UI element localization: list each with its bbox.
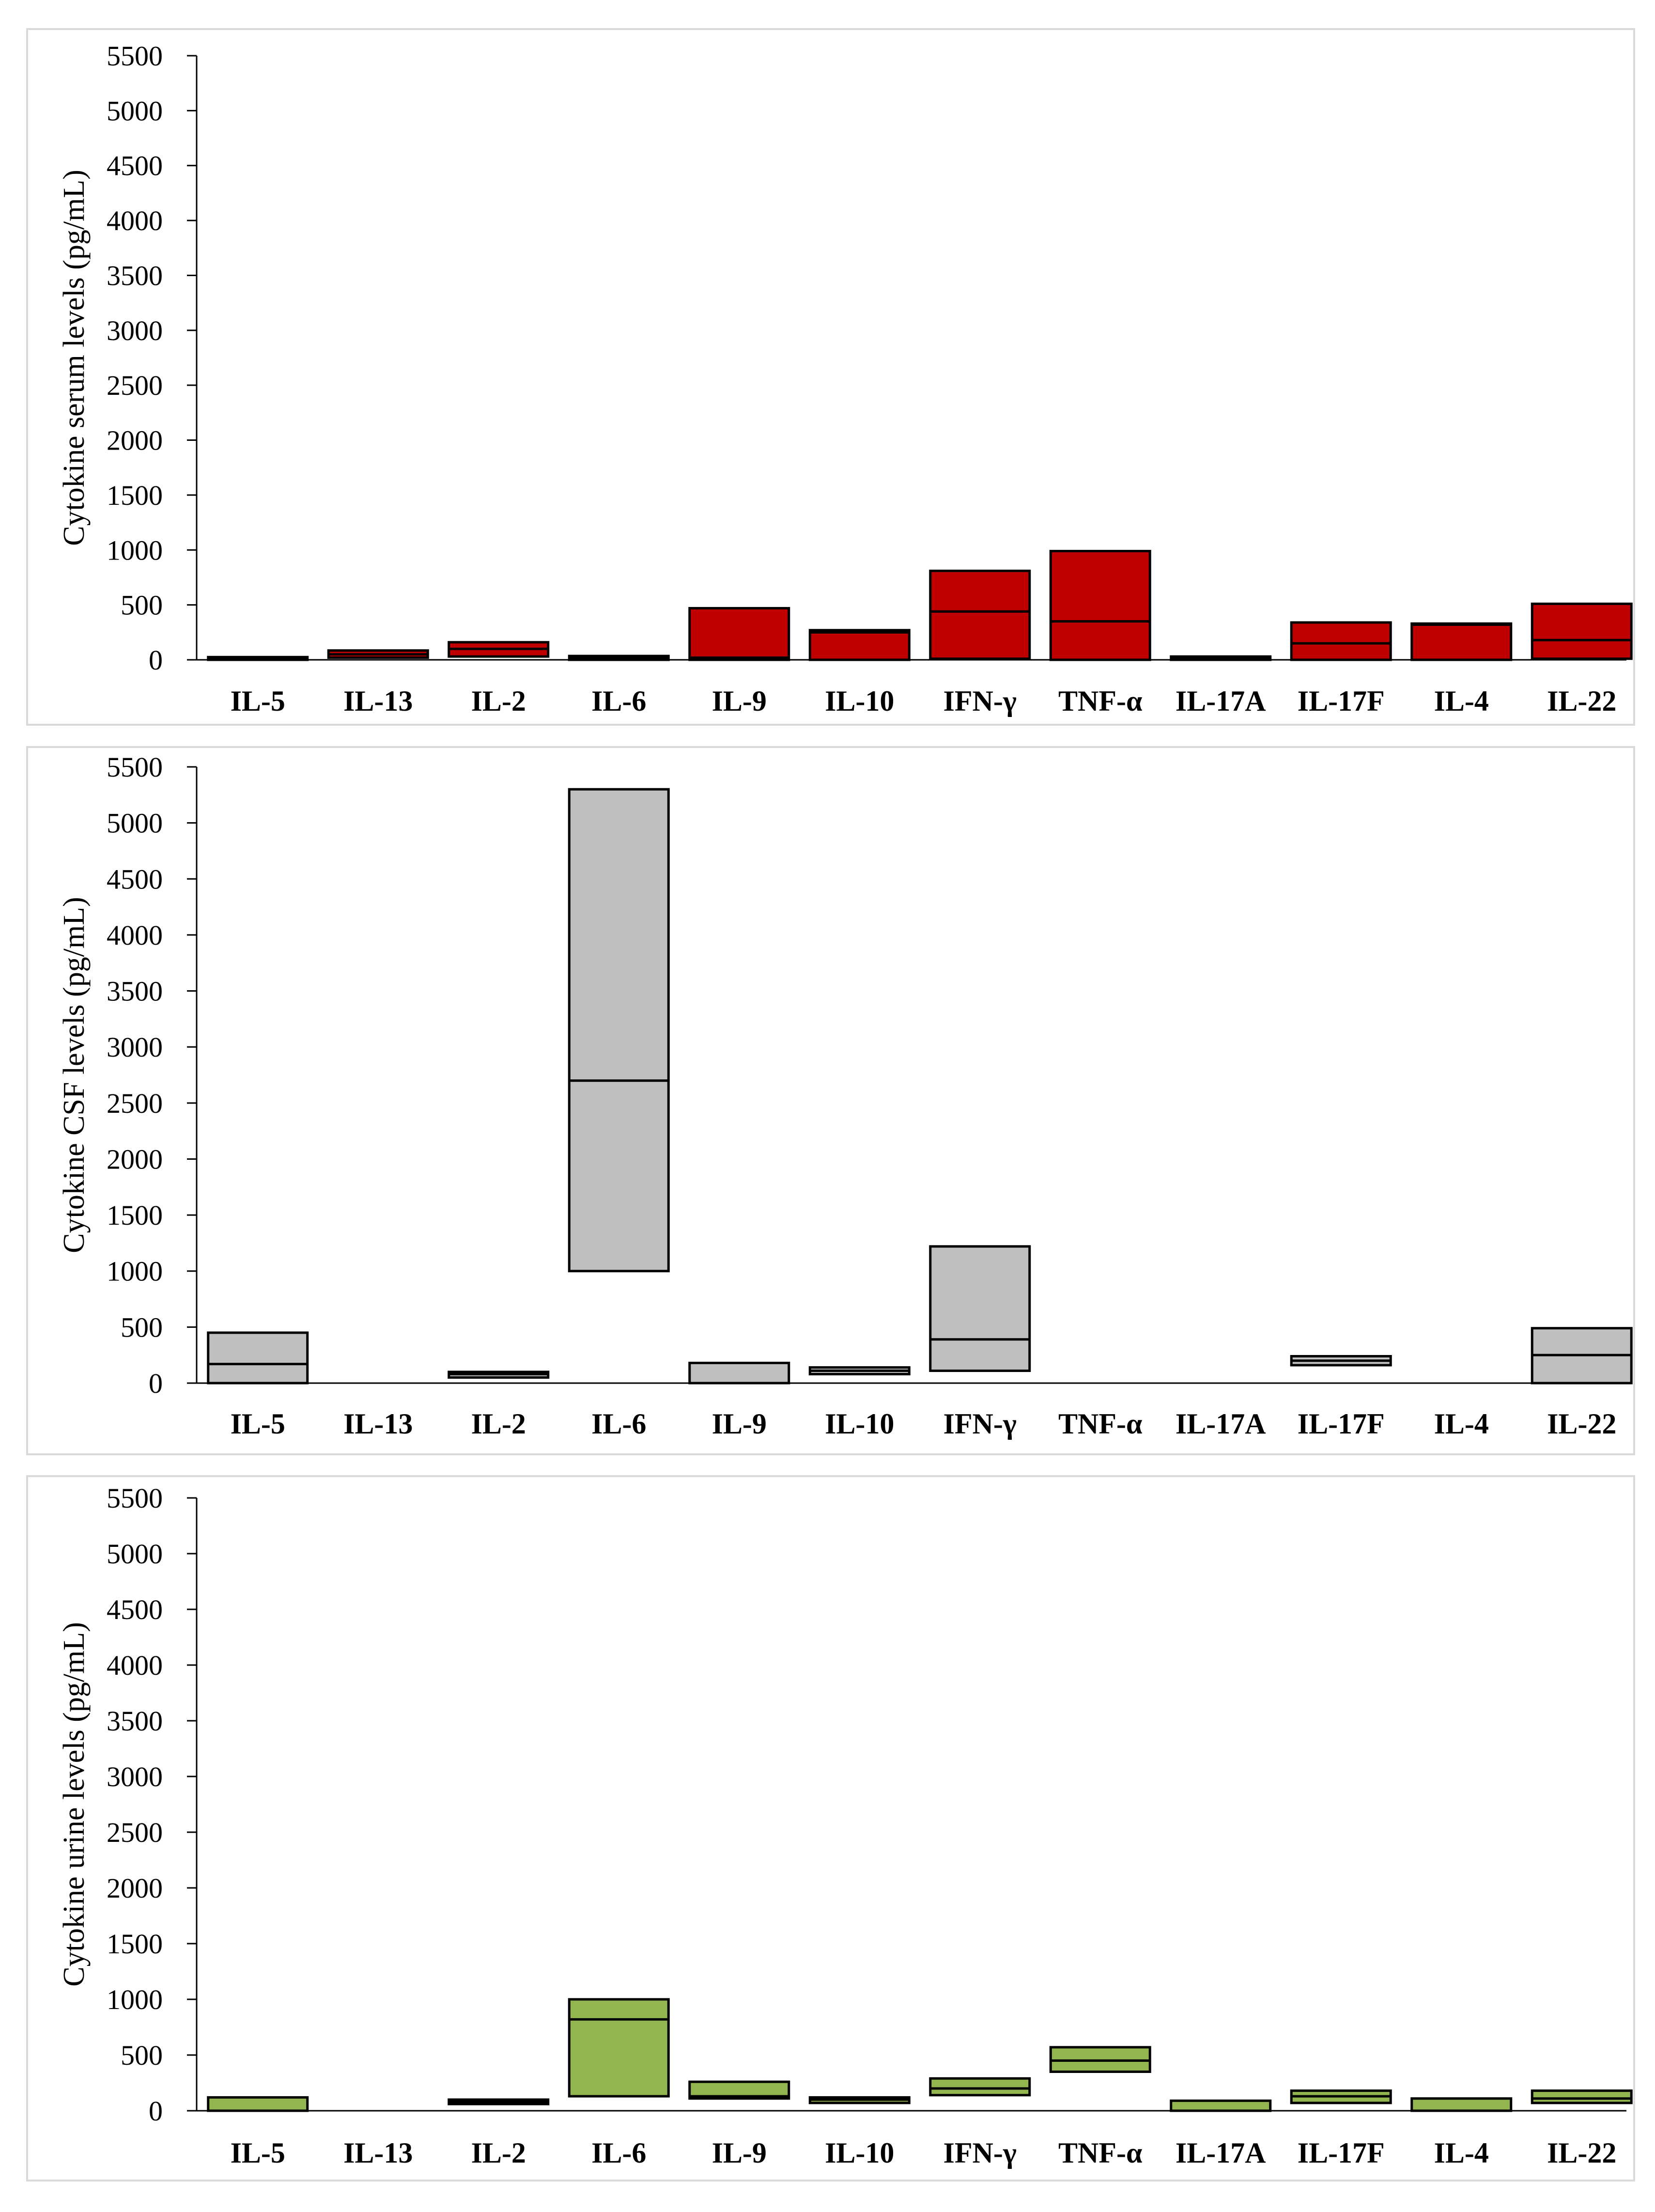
csf-y-tick-label: 5500	[107, 751, 163, 783]
urine-category-label-il-9: IL-9	[712, 2137, 767, 2169]
serum-y-tick-label: 2000	[107, 425, 163, 456]
urine-category-label-tnf-alpha: TNF-α	[1058, 2137, 1142, 2169]
csf-y-tick-label: 4000	[107, 919, 163, 951]
serum-y-tick-label: 4500	[107, 150, 163, 182]
csf-category-label-ifn-gamma: IFN-γ	[944, 1408, 1017, 1440]
serum-box-ifn-gamma	[929, 569, 1031, 660]
serum-category-label-ifn-gamma: IFN-γ	[944, 685, 1017, 717]
csf-box-ifn-gamma	[929, 1245, 1031, 1372]
urine-category-label-il-17a: IL-17A	[1176, 2137, 1266, 2169]
csf-chart-panel: 0 500 1000 1500 2000 2500 3000 3500 4000 4500 5000…	[26, 746, 1635, 1455]
csf-y-tick-label: 3500	[107, 976, 163, 1007]
serum-category-label-il-17f: IL-17F	[1298, 685, 1385, 717]
serum-box-il-4	[1410, 622, 1513, 661]
csf-y-tick-label: 5000	[107, 808, 163, 839]
urine-y-tick-label: 3000	[107, 1761, 163, 1792]
serum-category-label-il-9: IL-9	[712, 685, 767, 717]
serum-category-label-il-17a: IL-17A	[1176, 685, 1266, 717]
urine-y-tick-label: 1500	[107, 1928, 163, 1960]
urine-y-tick-label: 0	[149, 2095, 163, 2127]
csf-y-axis-title: Cytokine CSF levels (pg/mL)	[58, 897, 91, 1253]
csf-y-tick-label: 2000	[107, 1143, 163, 1175]
serum-box-il-9	[688, 607, 790, 661]
serum-category-label-il-2: IL-2	[471, 685, 526, 717]
serum-chart: 0 500 1000 1500 2000 2500 3000 3500 4000 4500 5000…	[58, 40, 1633, 717]
urine-box-il-22	[1531, 2089, 1633, 2104]
serum-y-tick-label: 3000	[107, 315, 163, 346]
serum-box-il-22	[1531, 602, 1633, 660]
urine-y-tick-label: 500	[121, 2040, 163, 2071]
urine-box-il-6	[568, 1998, 670, 2098]
urine-category-label-il-2: IL-2	[471, 2137, 526, 2169]
csf-y-tick-label: 500	[121, 1311, 163, 1343]
serum-y-tick-label: 2500	[107, 370, 163, 401]
urine-box-ifn-gamma	[929, 2077, 1031, 2097]
csf-y-tick-label: 0	[149, 1368, 163, 1399]
serum-category-label-il-4: IL-4	[1434, 685, 1489, 717]
urine-category-label-il-10: IL-10	[825, 2137, 894, 2169]
csf-category-label-il-5: IL-5	[231, 1408, 285, 1440]
urine-y-tick-label: 2500	[107, 1817, 163, 1848]
urine-y-axis-title: Cytokine urine levels (pg/mL)	[58, 1622, 91, 1986]
csf-category-label-il-10: IL-10	[825, 1408, 894, 1440]
urine-box-il-5	[207, 2096, 309, 2112]
serum-category-label-il-13: IL-13	[343, 685, 413, 717]
csf-category-label-il-4: IL-4	[1434, 1408, 1489, 1440]
serum-box-il-10	[808, 629, 911, 661]
csf-category-label-il-17a: IL-17A	[1176, 1408, 1266, 1440]
urine-y-tick-label: 5500	[107, 1482, 163, 1514]
urine-y-tick-label: 5000	[107, 1538, 163, 1570]
csf-box-il-5	[207, 1331, 309, 1385]
csf-y-tick-label: 2500	[107, 1088, 163, 1119]
serum-y-tick-label: 5500	[107, 40, 163, 72]
csf-y-tick-label: 1500	[107, 1199, 163, 1231]
serum-chart-panel: 0 500 1000 1500 2000 2500 3000 3500 4000 4500 5000…	[26, 28, 1635, 726]
urine-category-label-ifn-gamma: IFN-γ	[944, 2137, 1017, 2169]
csf-chart: 0 500 1000 1500 2000 2500 3000 3500 4000 4500 5000…	[58, 751, 1633, 1440]
csf-category-label-il-13: IL-13	[343, 1408, 413, 1440]
urine-category-label-il-22: IL-22	[1547, 2137, 1616, 2169]
urine-box-il-17a	[1170, 2099, 1272, 2112]
serum-y-tick-label: 0	[149, 644, 163, 676]
serum-category-label-il-6: IL-6	[591, 685, 646, 717]
serum-category-label-tnf-alpha: TNF-α	[1058, 685, 1142, 717]
urine-category-label-il-13: IL-13	[343, 2137, 413, 2169]
serum-y-tick-label: 1000	[107, 534, 163, 566]
csf-y-tick-label: 4500	[107, 863, 163, 895]
csf-y-tick-label: 1000	[107, 1256, 163, 1287]
serum-y-tick-label: 4000	[107, 205, 163, 236]
urine-y-tick-label: 1000	[107, 1984, 163, 2015]
urine-y-tick-label: 4500	[107, 1594, 163, 1625]
urine-chart-panel: 0 500 1000 1500 2000 2500 3000 3500 4000 4500 5000…	[26, 1475, 1635, 2181]
serum-y-axis-title: Cytokine serum levels (pg/mL)	[58, 170, 91, 546]
csf-category-label-il-9: IL-9	[712, 1408, 767, 1440]
csf-box-il-6	[568, 788, 670, 1273]
serum-y-tick-label: 500	[121, 590, 163, 621]
urine-y-tick-label: 2000	[107, 1872, 163, 1904]
csf-category-label-il-17f: IL-17F	[1298, 1408, 1385, 1440]
csf-y-tick-label: 3000	[107, 1031, 163, 1063]
urine-y-tick-label: 3500	[107, 1705, 163, 1737]
csf-box-il-9	[688, 1361, 790, 1385]
serum-category-label-il-5: IL-5	[231, 685, 285, 717]
urine-y-tick-label: 4000	[107, 1650, 163, 1681]
serum-y-tick-label: 1500	[107, 480, 163, 511]
csf-category-label-il-6: IL-6	[591, 1408, 646, 1440]
urine-category-label-il-6: IL-6	[591, 2137, 646, 2169]
serum-y-tick-label: 3500	[107, 260, 163, 291]
serum-y-tick-label: 5000	[107, 95, 163, 126]
urine-box-il-4	[1410, 2097, 1513, 2112]
csf-category-label-il-22: IL-22	[1547, 1408, 1616, 1440]
serum-box-il-17f	[1290, 621, 1392, 661]
urine-category-label-il-4: IL-4	[1434, 2137, 1489, 2169]
serum-box-tnf-alpha	[1049, 550, 1151, 661]
urine-category-label-il-17f: IL-17F	[1298, 2137, 1385, 2169]
urine-chart: 0 500 1000 1500 2000 2500 3000 3500 4000 4500 5000…	[58, 1482, 1633, 2169]
urine-category-label-il-5: IL-5	[231, 2137, 285, 2169]
serum-category-label-il-10: IL-10	[825, 685, 894, 717]
csf-category-label-il-2: IL-2	[471, 1408, 526, 1440]
csf-category-label-tnf-alpha: TNF-α	[1058, 1408, 1142, 1440]
serum-category-label-il-22: IL-22	[1547, 685, 1616, 717]
